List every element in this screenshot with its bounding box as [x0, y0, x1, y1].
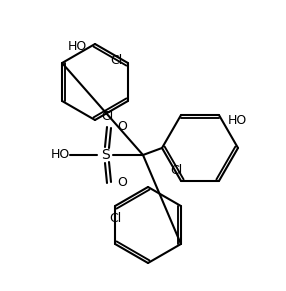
Text: Cl: Cl — [101, 111, 113, 123]
Text: HO: HO — [50, 148, 69, 162]
Text: S: S — [101, 148, 109, 162]
Text: Cl: Cl — [109, 212, 121, 224]
Text: O: O — [117, 177, 127, 189]
Text: O: O — [117, 120, 127, 134]
Text: Cl: Cl — [170, 164, 182, 178]
Text: Cl: Cl — [110, 54, 122, 67]
Text: HO: HO — [67, 40, 87, 52]
Text: HO: HO — [227, 113, 247, 127]
